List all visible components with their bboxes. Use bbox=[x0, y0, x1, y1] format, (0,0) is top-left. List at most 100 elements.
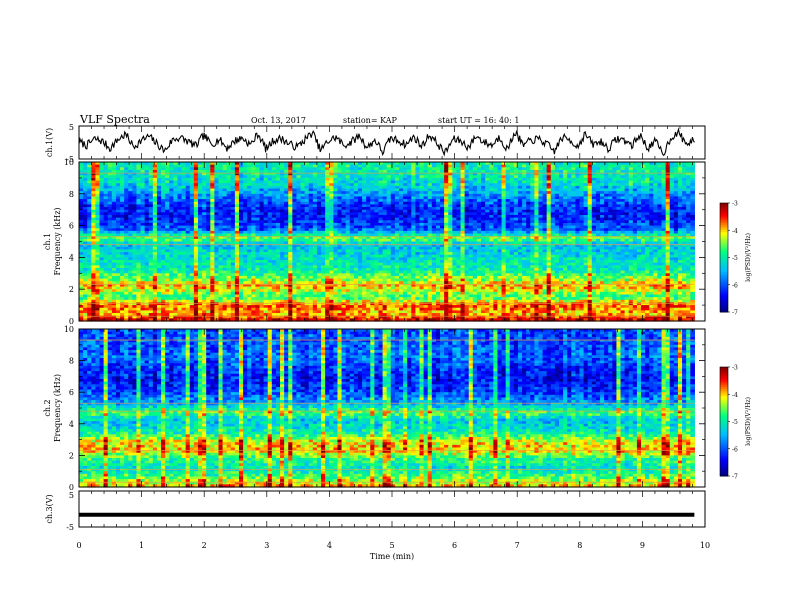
ch1-spectrogram-cell bbox=[308, 212, 314, 216]
ch1-spectrogram-cell bbox=[325, 188, 330, 192]
ch1-spectrogram-cell bbox=[238, 177, 244, 182]
ch1-spectrogram-cell bbox=[169, 180, 174, 184]
ch1-spectrogram-cell bbox=[677, 209, 683, 213]
ch1-spectrogram-cell bbox=[509, 199, 515, 203]
ch1-spectrogram-cell bbox=[181, 196, 187, 200]
ch1-spectrogram-cell bbox=[612, 185, 618, 190]
ch1-spectrogram-cell bbox=[476, 183, 482, 187]
ch1-spectrogram-cell bbox=[300, 164, 306, 168]
ch1-spectrogram-cell bbox=[144, 204, 150, 208]
ch1-spectrogram-cell bbox=[271, 180, 277, 184]
ch1-spectrogram-cell bbox=[312, 204, 318, 208]
ch1-spectrogram-cell bbox=[423, 196, 429, 200]
ch1-spectrogram-cell bbox=[259, 209, 265, 213]
ch1-spectrogram-cell bbox=[386, 177, 392, 182]
ch1-spectrogram-cell bbox=[300, 191, 306, 195]
ch1-spectrogram-cell bbox=[682, 209, 687, 213]
ch1-spectrogram-cell bbox=[505, 169, 511, 174]
ch1-spectrogram-cell bbox=[79, 207, 84, 211]
ch1-spectrogram-cell bbox=[238, 201, 244, 205]
ch1-spectrogram-cell bbox=[579, 188, 585, 192]
ch1-spectrogram-cell bbox=[608, 207, 613, 211]
ch1-spectrogram-cell bbox=[193, 204, 199, 208]
ch1-spectrogram-cell bbox=[222, 199, 228, 203]
ch1-spectrogram-cell bbox=[554, 169, 560, 174]
ch1-spectrogram-cell bbox=[538, 175, 544, 179]
ch1-spectrogram-cell bbox=[267, 191, 273, 195]
ch1-spectrogram-cell bbox=[686, 162, 691, 166]
ch1-spectrogram-cell bbox=[267, 196, 273, 200]
ch1-spectrogram-cell bbox=[673, 175, 679, 179]
ch1-spectrogram-cell bbox=[591, 207, 597, 211]
ch1-spectrogram-cell bbox=[193, 162, 199, 166]
ch1-spectrogram-cell bbox=[87, 196, 92, 200]
ch1-spectrogram-cell bbox=[398, 167, 404, 171]
ch1-spectrogram-cell bbox=[550, 183, 556, 187]
ch1-spectrogram-cell bbox=[608, 162, 613, 166]
ch1-spectrogram-cell bbox=[628, 172, 634, 176]
ch1-spectrogram-cell bbox=[165, 207, 170, 211]
ch1-spectrogram-cell bbox=[99, 175, 105, 179]
ch1-spectrogram-cell bbox=[312, 180, 318, 184]
ch1-spectrogram-cell bbox=[579, 164, 585, 168]
ch1-spectrogram-cell bbox=[316, 188, 322, 192]
ch1-spectrogram-cell bbox=[505, 204, 511, 208]
ch1-spectrogram-cell bbox=[181, 164, 187, 168]
ch1-spectrogram-cell bbox=[226, 177, 232, 182]
ch1-spectrogram-cell bbox=[292, 177, 298, 182]
ch1-spectrogram-cell bbox=[280, 172, 285, 176]
ch1-spectrogram-cell bbox=[538, 167, 544, 171]
ch1-spectrogram-cell bbox=[259, 199, 265, 203]
ch1-spectrogram-cell bbox=[522, 172, 527, 176]
ch1-spectrogram-cell bbox=[374, 175, 380, 179]
ch1-spectrogram-cell bbox=[513, 167, 519, 171]
ch1-spectrogram-cell bbox=[214, 209, 220, 213]
ch1-spectrogram-cell bbox=[144, 177, 150, 182]
ch1-spectrogram-cell bbox=[501, 183, 507, 187]
ch1-spectrogram-cell bbox=[132, 180, 138, 184]
ch1-spectrogram-cell bbox=[600, 207, 605, 211]
ch1-spectrogram-cell bbox=[325, 183, 330, 187]
ch1-spectrogram-cell bbox=[370, 207, 375, 211]
ch1-spectrogram-cell bbox=[522, 180, 527, 184]
ch1-spectrogram-cell bbox=[571, 167, 576, 171]
ch1-spectrogram-cell bbox=[604, 180, 609, 184]
ch1-spectrogram-cell bbox=[501, 185, 507, 190]
ch1-spectrogram-cell bbox=[686, 207, 691, 211]
ch1-spectrogram-cell bbox=[321, 199, 326, 203]
ch1-spectrogram-cell bbox=[362, 193, 367, 198]
ch1-spectrogram-cell bbox=[493, 204, 499, 208]
ch1-spectrogram-cell bbox=[214, 177, 220, 182]
ch1-spectrogram-cell bbox=[419, 188, 425, 192]
ch1-spectrogram-cell bbox=[649, 177, 654, 182]
ch1-spectrogram-cell bbox=[255, 175, 261, 179]
ch1-spectrogram-cell bbox=[284, 164, 289, 168]
ch1-spectrogram-cell bbox=[657, 162, 663, 166]
ch1-spectrogram-cell bbox=[226, 188, 232, 192]
ch1-spectrogram-cell bbox=[197, 167, 203, 171]
ch1-spectrogram-cell bbox=[316, 204, 322, 208]
ch1-spectrogram-cell bbox=[284, 188, 289, 192]
ch1-spectrogram-cell bbox=[448, 169, 453, 174]
ch1-spectrogram-cell bbox=[538, 204, 544, 208]
ch1-spectrogram-cell bbox=[238, 169, 244, 174]
ch1-spectrogram-cell bbox=[489, 183, 494, 187]
ch1-spectrogram-cell bbox=[591, 180, 597, 184]
ch1-spectrogram-cell bbox=[452, 201, 458, 205]
ch1-spectrogram-cell bbox=[677, 199, 683, 203]
ch1-spectrogram-cell bbox=[550, 201, 556, 205]
ch1-spectrogram-cell bbox=[571, 191, 576, 195]
ch1-spectrogram-cell bbox=[280, 167, 285, 171]
ch1-spectrogram-cell bbox=[222, 188, 228, 192]
ch1-spectrogram-cell bbox=[645, 169, 650, 174]
ch1-spectrogram-cell bbox=[275, 185, 281, 190]
ch1-spectrogram-cell bbox=[509, 183, 515, 187]
ch1-spectrogram-cell bbox=[316, 201, 322, 205]
ch1-spectrogram-cell bbox=[677, 172, 683, 176]
ch1-spectrogram-cell bbox=[632, 162, 638, 166]
ch1-spectrogram-cell bbox=[452, 199, 458, 203]
ch1-spectrogram-cell bbox=[107, 172, 113, 176]
ch1-spectrogram-cell bbox=[107, 164, 113, 168]
ch1-spectrogram-cell bbox=[411, 188, 416, 192]
ch1-spectrogram-cell bbox=[251, 188, 256, 192]
